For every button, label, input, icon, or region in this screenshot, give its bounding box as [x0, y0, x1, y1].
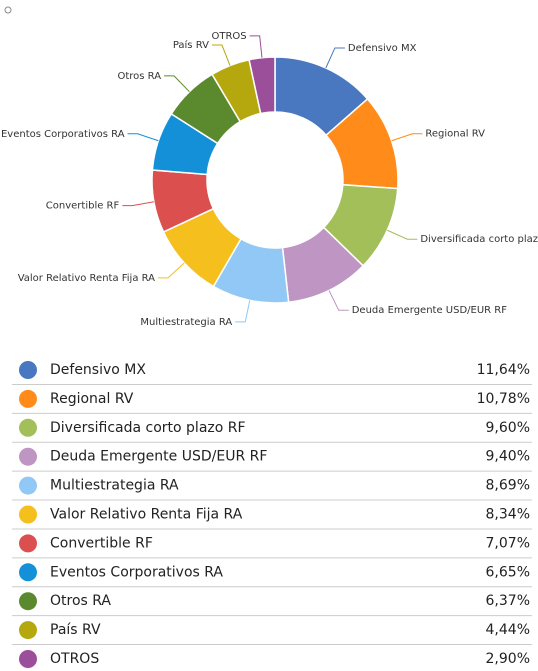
leader-line: [387, 229, 418, 240]
legend-name: Defensivo MX: [50, 362, 146, 378]
legend-dot: [19, 447, 37, 466]
legend-name: Regional RV: [50, 391, 134, 407]
legend-value: 4,44%: [486, 622, 530, 638]
slice-label: Multiestrategia RA: [140, 317, 232, 328]
legend-name: Convertible RF: [50, 535, 153, 551]
slice-label: Deuda Emergente USD/EUR RF: [352, 305, 508, 316]
leader-line: [122, 201, 155, 207]
legend-dot: [19, 592, 37, 611]
legend-value: 9,60%: [486, 420, 530, 436]
legend-dot: [19, 563, 37, 582]
leader-line: [158, 262, 185, 279]
leader-line: [164, 75, 190, 93]
legend-dot: [19, 418, 37, 437]
legend-value: 8,34%: [486, 507, 530, 523]
legend-value: 8,69%: [486, 478, 530, 494]
legend-name: Diversificada corto plazo RF: [50, 420, 246, 436]
legend-name: Eventos Corporativos RA: [50, 564, 223, 580]
donut-slice: [248, 56, 276, 115]
slice-label: Diversificada corto plazo RF: [420, 234, 538, 245]
legend-dot: [19, 389, 37, 408]
leader-line: [328, 290, 349, 311]
legend-dot: [19, 650, 37, 668]
legend-dot: [19, 621, 37, 640]
legend-name: Valor Relativo Renta Fija RA: [50, 507, 243, 523]
legend-dot: [19, 534, 37, 553]
legend-name: Otros RA: [50, 593, 111, 609]
legend-value: 6,65%: [486, 564, 530, 580]
leader-line: [325, 47, 345, 69]
legend-dot: [19, 505, 37, 524]
legend-value: 7,07%: [486, 535, 530, 551]
legend-value: 2,90%: [486, 651, 530, 667]
leader-line: [391, 133, 423, 142]
legend-name: Multiestrategia RA: [50, 478, 179, 494]
slice-label: Defensivo MX: [348, 43, 417, 54]
legend-dot: [19, 476, 37, 495]
legend-value: 11,64%: [477, 362, 530, 378]
slice-label: Regional RV: [425, 129, 485, 140]
slice-label: Otros RA: [117, 71, 161, 82]
slice-label: Valor Relativo Renta Fija RA: [18, 273, 155, 284]
legend-name: OTROS: [50, 651, 99, 667]
leader-line: [211, 44, 231, 66]
slice-label: Eventos Corporativos RA: [1, 129, 125, 140]
legend-value: 9,40%: [486, 449, 530, 465]
legend-value: 6,37%: [486, 593, 530, 609]
leader-line: [249, 35, 263, 58]
slice-label: País RV: [173, 39, 209, 51]
leader-line: [127, 133, 159, 142]
menu-icon: [4, 6, 12, 14]
leader-line: [235, 300, 251, 323]
legend-name: País RV: [50, 622, 101, 638]
legend-value: 10,78%: [477, 391, 530, 407]
legend-name: Deuda Emergente USD/EUR RF: [50, 449, 267, 465]
slice-label: OTROS: [211, 31, 246, 42]
legend-dot: [19, 361, 37, 379]
slice-label: Convertible RF: [46, 201, 120, 212]
